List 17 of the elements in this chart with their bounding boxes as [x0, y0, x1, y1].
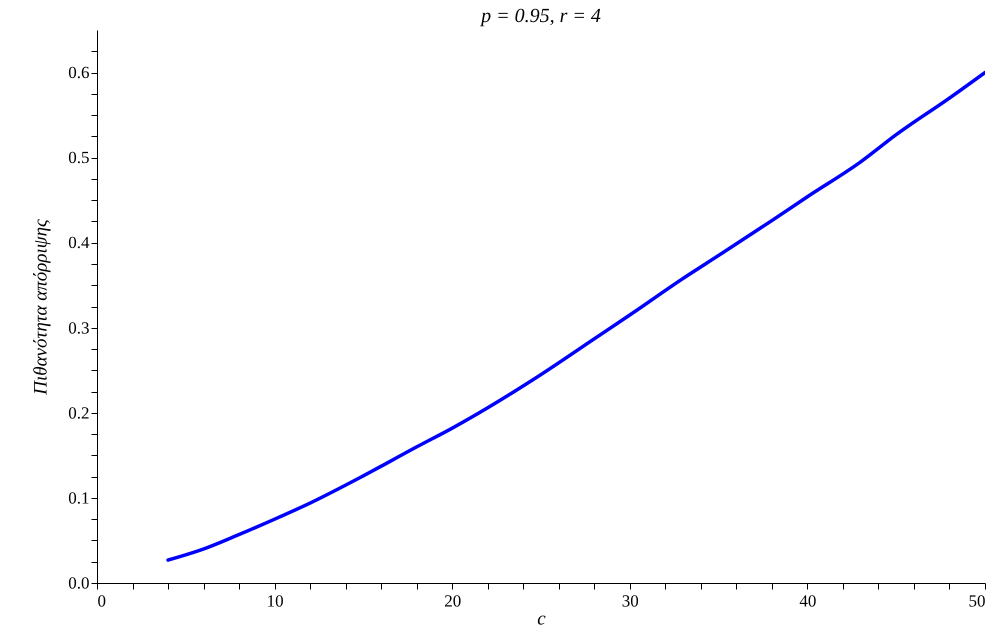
x-tick-label: 10	[266, 592, 284, 610]
y-tick-label: 0.5	[68, 148, 90, 168]
y-tick-label: 0.1	[68, 488, 90, 508]
y-tick-label: 0.6	[68, 63, 90, 82]
x-axis-title: c	[537, 608, 546, 630]
chart-title: p = 0.95, r = 4	[479, 5, 601, 27]
x-tick-label: 0	[98, 592, 106, 610]
y-tick-label: 0.0	[68, 574, 90, 592]
x-tick-label: 20	[444, 592, 462, 610]
y-tick-label: 0.2	[68, 403, 90, 422]
y-tick-label: 0.3	[68, 318, 90, 338]
x-tick-label: 50	[968, 592, 986, 610]
y-tick-label: 0.4	[68, 233, 90, 252]
y-axis-title: Πιθανότητα απόρριψης	[30, 218, 52, 396]
x-tick-label: 40	[799, 592, 816, 610]
line-series	[166, 70, 985, 562]
x-tick-label: 30	[622, 592, 639, 610]
